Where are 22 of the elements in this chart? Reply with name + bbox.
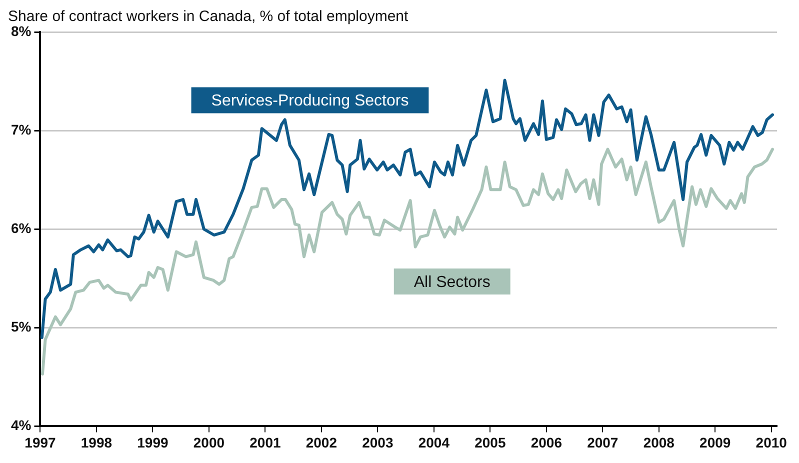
x-tick-label: 2002 (306, 434, 338, 450)
chart-title: Share of contract workers in Canada, % of total employment (8, 8, 410, 26)
x-tick-label: 1999 (137, 434, 168, 450)
x-tick-label: 2009 (700, 434, 731, 450)
y-tick-label: 4% (11, 417, 32, 434)
x-tick-label: 2003 (362, 434, 394, 450)
y-tick-label: 6% (11, 220, 32, 236)
series-label: Services-Producing Sectors (211, 92, 409, 110)
x-tick-label: 2006 (530, 434, 562, 450)
x-tick-label: 1997 (24, 434, 56, 450)
y-tick-label: 7% (11, 121, 32, 138)
y-tick-label: 8% (11, 22, 32, 39)
x-tick-label: 2005 (474, 434, 506, 450)
x-tick-label: 2000 (193, 434, 225, 450)
y-tick-label: 5% (11, 318, 32, 335)
x-tick-label: 2010 (756, 434, 788, 450)
x-tick-label: 2007 (587, 434, 618, 450)
x-tick-label: 2001 (250, 434, 281, 450)
series-label: All Sectors (414, 274, 490, 291)
x-tick-label: 2008 (643, 434, 675, 450)
x-tick-label: 2004 (418, 434, 450, 450)
x-tick-label: 1998 (80, 434, 112, 450)
